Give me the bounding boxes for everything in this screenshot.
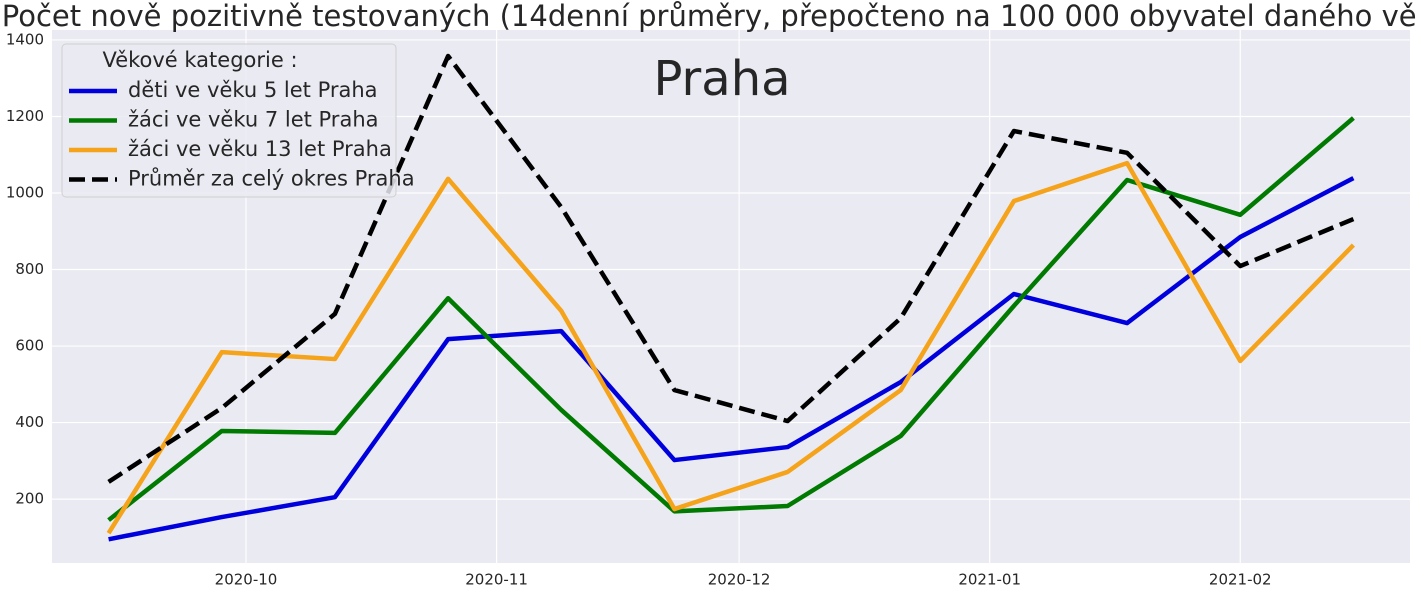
- series-line: [106, 160, 1356, 535]
- annotation: Praha: [653, 51, 790, 107]
- legend-label: děti ve věku 5 let Praha: [128, 78, 378, 102]
- y-tick-label: 1400: [6, 30, 44, 48]
- y-tick-label: 800: [15, 260, 44, 278]
- legend-label: Průměr za celý okres Praha: [128, 167, 415, 191]
- y-tick-label: 1200: [6, 107, 44, 125]
- series-line: [108, 176, 1355, 542]
- legend-label: žáci ve věku 13 let Praha: [128, 137, 392, 161]
- chart-title: Počet nově pozitivně testovaných (14denn…: [2, 0, 1418, 33]
- legend-box: [61, 43, 397, 198]
- x-tick-label: 2020-11: [465, 571, 528, 589]
- legend-title: Věkové kategorie :: [102, 48, 297, 72]
- x-tick-label: 2020-12: [708, 571, 771, 589]
- y-tick-label: 1000: [6, 183, 44, 201]
- y-tick-label: 200: [15, 490, 44, 508]
- legend: Věkové kategorie : děti ve věku 5 let Pra…: [61, 43, 415, 198]
- y-tick-label: 400: [15, 413, 44, 431]
- y-tick-label: 600: [15, 337, 44, 355]
- x-tick-label: 2020-10: [215, 571, 278, 589]
- x-tick-label: 2021-02: [1209, 571, 1272, 589]
- legend-label: žáci ve věku 7 let Praha: [128, 108, 379, 132]
- series-line: [107, 116, 1355, 522]
- lines: [106, 53, 1356, 542]
- series-line: [107, 53, 1355, 484]
- x-tick-label: 2021-01: [958, 571, 1021, 589]
